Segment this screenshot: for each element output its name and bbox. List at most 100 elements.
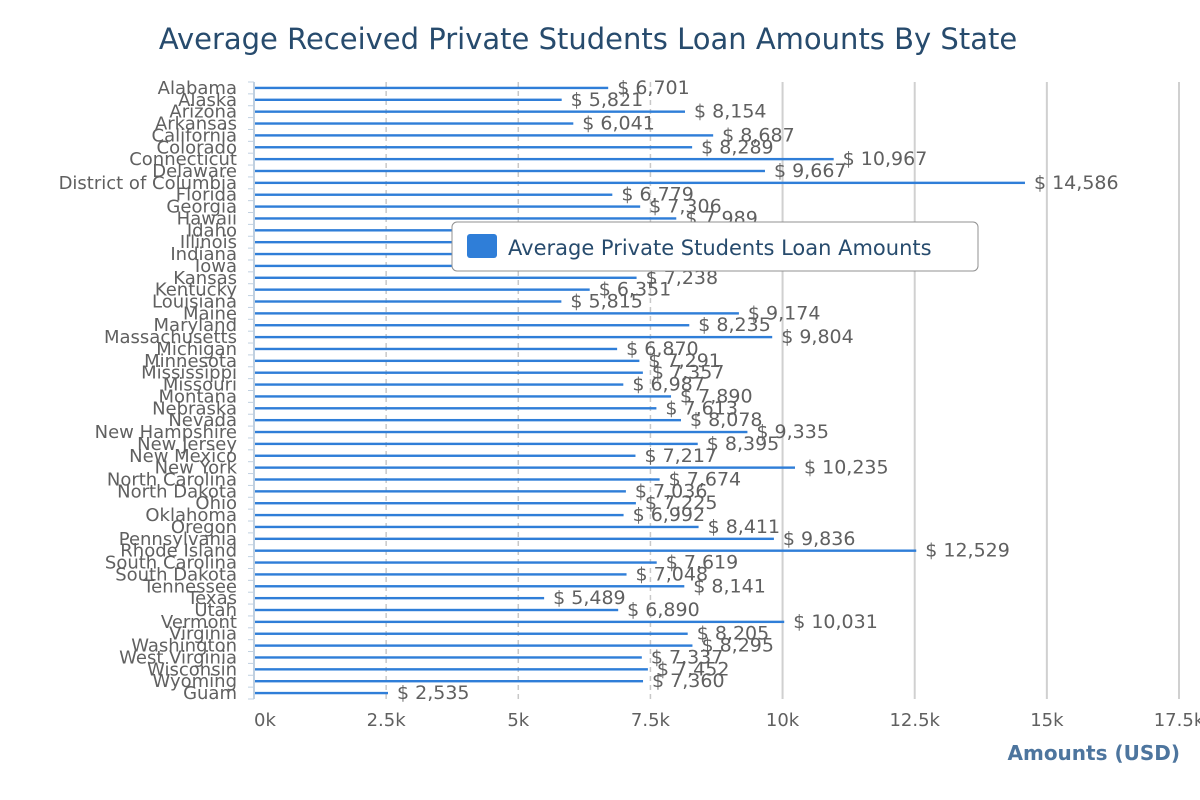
category-label: Arizona [169,102,237,123]
bar[interactable] [254,490,626,493]
bar[interactable] [254,680,644,683]
data-label: $ 8,235 [698,314,771,336]
bar[interactable] [254,632,688,635]
data-label: $ 7,048 [636,563,709,585]
x-tick-label: 15k [1030,710,1064,731]
bar[interactable] [254,110,685,113]
bar[interactable] [254,525,699,529]
data-label: $ 8,205 [697,623,770,645]
data-label: $ 5,821 [571,89,644,111]
data-label: $ 8,687 [722,124,795,146]
bar[interactable] [254,656,642,659]
bar[interactable] [254,466,795,469]
category-label: Minnesota [144,351,237,372]
data-label: $ 7,238 [646,267,719,289]
x-tick-label: 2.5k [367,710,407,731]
bar[interactable] [254,395,672,398]
category-label: Louisiana [152,292,237,313]
bar[interactable] [254,169,765,173]
x-tick-label: 10k [766,710,800,731]
bar[interactable] [254,561,657,564]
data-label: $ 7,360 [652,670,725,692]
bar[interactable] [254,264,646,268]
bar[interactable] [254,98,562,101]
bar[interactable] [254,193,613,196]
bar[interactable] [254,549,917,552]
data-label: $ 8,078 [690,409,763,431]
category-label: Oregon [171,517,237,538]
category-label: Indiana [170,244,237,265]
bar[interactable] [254,134,714,137]
data-label: $ 7,337 [651,646,724,668]
bar[interactable] [254,312,739,315]
category-labels: AlabamaAlaskaArizonaArkansasCaliforniaCo… [59,78,238,704]
category-label: District of Columbia [59,173,237,194]
data-label: $ 7,225 [645,492,718,514]
data-label: $ 10,235 [804,457,889,479]
bar[interactable] [254,157,834,161]
category-label: Wisconsin [147,659,237,680]
data-label: $ 9,667 [774,160,847,182]
category-label: Texas [186,588,237,609]
bar[interactable] [254,478,660,481]
bar[interactable] [254,608,619,612]
data-label: $ 9,804 [781,326,854,348]
bar[interactable] [254,335,773,339]
bar[interactable] [254,86,609,90]
data-label: $ 8,395 [707,433,780,455]
legend[interactable]: Average Private Students Loan Amounts [451,221,979,272]
data-label: $ 8,289 [701,136,774,158]
category-label: Massachusetts [104,327,237,348]
bar[interactable] [254,442,698,446]
bar[interactable] [254,668,648,671]
bar[interactable] [254,347,618,351]
data-label: $ 5,815 [570,291,643,313]
x-tick-label: 12.5k [889,710,940,731]
data-label: $ 10,031 [793,611,878,633]
bar[interactable] [254,359,640,363]
bar[interactable] [254,537,774,541]
bar[interactable] [254,691,388,695]
bar[interactable] [254,324,690,327]
bar[interactable] [254,383,624,386]
bar[interactable] [254,502,636,505]
bar[interactable] [254,430,748,434]
bar[interactable] [254,300,562,303]
category-label: West Virginia [119,647,237,668]
bar[interactable] [254,418,681,422]
bar[interactable] [254,454,636,457]
data-label: $ 8,295 [701,635,774,657]
data-label: $ 14,586 [1034,172,1119,194]
data-label: $ 6,890 [627,599,700,621]
bar[interactable] [254,644,693,647]
bar[interactable] [254,407,657,410]
category-label: Nevada [168,410,237,431]
bar[interactable] [254,122,574,125]
bar[interactable] [254,573,627,576]
bar[interactable] [254,620,785,624]
data-label: $ 5,489 [553,587,626,609]
category-label: Maine [183,303,237,324]
bar[interactable] [254,205,641,208]
x-axis-title: Amounts (USD) [1008,741,1181,765]
bar[interactable] [254,513,624,517]
category-label: New Mexico [129,446,237,467]
x-tick-labels: 0k 2.5k 5k 7.5k 10k 12.5k 15k 17.5k [254,710,1200,731]
bar[interactable] [254,276,637,279]
category-label: Missouri [163,375,237,396]
bar[interactable] [254,596,545,600]
category-label: Virginia [169,624,237,645]
category-label: Utah [194,600,237,621]
bar[interactable] [254,371,643,374]
data-label: $ 7,890 [680,385,753,407]
data-label: $ 7,619 [666,552,739,574]
bar[interactable] [254,146,693,149]
bar[interactable] [254,585,685,588]
bar[interactable] [254,288,590,291]
category-label: North Carolina [107,469,237,490]
bar[interactable] [254,217,677,220]
bar[interactable] [254,181,1025,185]
category-label: Idaho [187,220,237,241]
category-label: Delaware [152,161,237,182]
